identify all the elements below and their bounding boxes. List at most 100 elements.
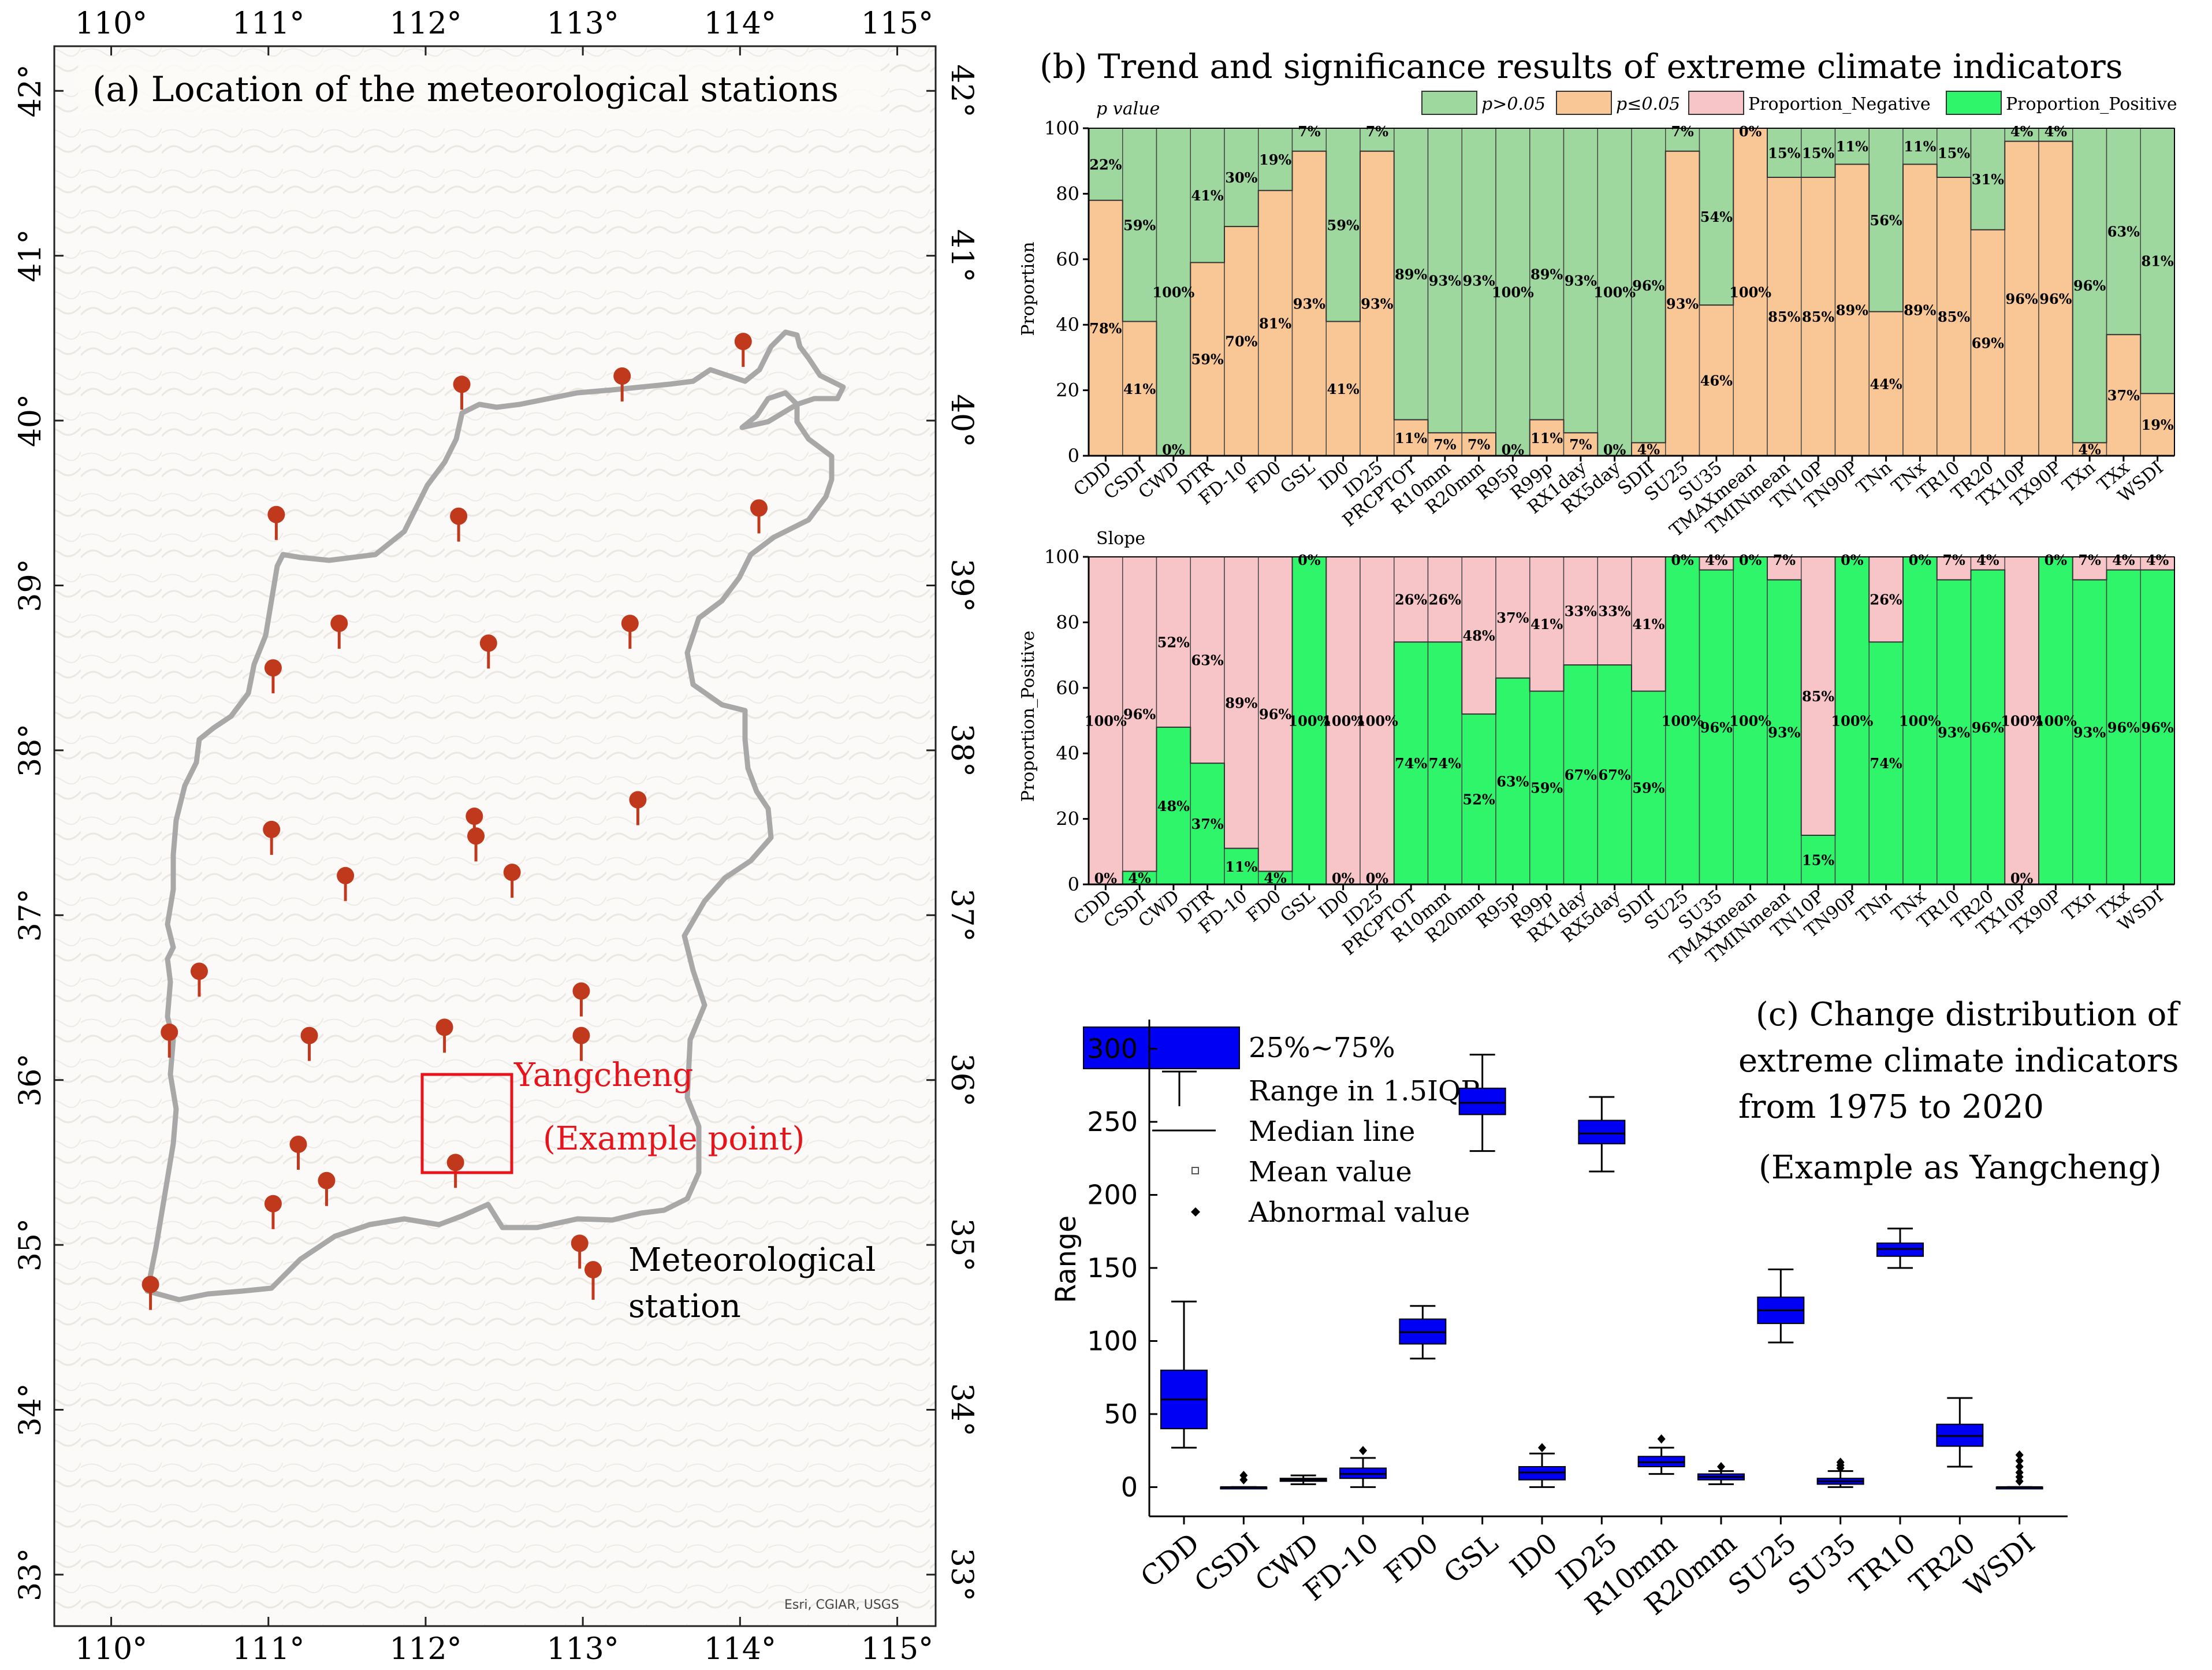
data-label: 100% (1356, 713, 1398, 730)
y-tick-label: 100 (1087, 1325, 1138, 1356)
data-label: 81% (1259, 315, 1291, 332)
station-marker (141, 1275, 159, 1310)
data-label: 96% (1700, 719, 1733, 736)
data-label: 93% (1293, 295, 1325, 312)
box-ID25 (1578, 1096, 1626, 1173)
example-box (420, 1073, 513, 1174)
panel-c-legend: 25%~75% Range in 1.5IQR Median line Mean va… (1083, 1026, 1483, 1229)
outlier-point (1239, 1471, 1248, 1481)
station-pin-head (267, 505, 285, 523)
lat-label-right: 38° (944, 724, 979, 777)
bar-top-segment (1563, 556, 1598, 665)
data-label: 89% (1530, 266, 1563, 282)
lat-label-left: 42° (13, 64, 48, 117)
data-label: 74% (1870, 755, 1902, 772)
legend-station-marker (584, 1261, 602, 1300)
data-label: 93% (1938, 724, 1970, 741)
station-marker (572, 1026, 590, 1061)
panel-b: (b) Trend and significance results of ex… (1018, 47, 2177, 970)
box-TR20 (1936, 1397, 1984, 1468)
station-pin-head (621, 615, 639, 633)
data-label: 93% (1463, 273, 1495, 289)
y-tick-label: 150 (1087, 1252, 1138, 1284)
station-marker (264, 1195, 282, 1229)
station-marker (613, 367, 631, 402)
data-label: 100% (2001, 713, 2043, 730)
lat-label-right: 41° (944, 229, 979, 282)
x-tick-label: TR10 (1844, 1527, 1922, 1600)
map-ticks: 110° 110° 111° 111° 112° 112° 113° 113° 114° 114°… (13, 6, 979, 1667)
map-credit: Esri, CGIAR, USGS (784, 1598, 899, 1612)
data-label: 11% (1530, 430, 1563, 447)
data-label: 48% (1463, 627, 1495, 644)
data-label: 74% (1429, 755, 1461, 772)
bar-bottom-segment (1563, 432, 1598, 456)
data-label: 26% (1870, 592, 1902, 608)
panel-b-legend: p>0.05 p≤0.05 Proportion_Negative Proportio… (1421, 91, 2177, 115)
data-label: 93% (2073, 724, 2106, 741)
y-tick-label: 20 (1056, 380, 1079, 401)
box-GSL (1458, 1054, 1506, 1152)
station-pin-head (572, 1026, 590, 1044)
lat-label-left: 35° (13, 1218, 48, 1271)
bar-top-segment (1088, 556, 1123, 885)
outlier-point (1717, 1462, 1725, 1471)
station-marker (264, 659, 282, 694)
outlier-point (2015, 1456, 2024, 1466)
station-marker (289, 1136, 307, 1170)
station-marker (629, 791, 647, 825)
station-pin-head (572, 982, 590, 1000)
station-marker (734, 333, 752, 367)
legend-label: Proportion_Positive (2006, 94, 2177, 114)
data-label: 37% (1496, 609, 1529, 626)
y-tick-label: 40 (1056, 742, 1079, 764)
data-label: 11% (1225, 858, 1257, 875)
data-label: 63% (1496, 773, 1529, 790)
bar-top-segment (1461, 556, 1496, 715)
bar-bottom-segment (1461, 713, 1496, 885)
data-label: 59% (1530, 780, 1563, 797)
lon-label-top: 111° (232, 6, 304, 41)
station-pin-head (263, 820, 281, 838)
box-CWD (1279, 1474, 1327, 1485)
box-CSDI (1220, 1471, 1268, 1490)
legend-label: 25%~75% (1249, 1032, 1395, 1064)
station-pin-head (467, 827, 485, 845)
bar-bottom-segment (1767, 177, 1802, 456)
data-label: 89% (1904, 302, 1936, 319)
data-label: 63% (1191, 652, 1224, 669)
station-pin-head (503, 864, 521, 882)
lon-label-bottom: 111° (232, 1632, 304, 1667)
data-label: 7% (1773, 552, 1796, 568)
bar-top-segment (1868, 128, 1904, 313)
bar-top-segment (1325, 556, 1361, 885)
legend-label: Mean value (1249, 1156, 1412, 1188)
map-frame (53, 45, 937, 1627)
bar-top-segment (2106, 128, 2141, 335)
slope-stacked-chart: 0%100%4%96%48%52%37%63%11%89%4%96%100%0%… (1044, 546, 2175, 970)
bar-bottom-segment (1937, 579, 1972, 885)
data-label: 54% (1700, 209, 1733, 225)
bar-bottom-segment (1902, 163, 1938, 456)
bar-top-segment (1156, 128, 1191, 456)
data-label: 0% (1841, 552, 1864, 568)
outlier-point (2015, 1468, 2024, 1478)
data-label: 37% (1191, 816, 1224, 832)
box-R10mm (1637, 1434, 1685, 1475)
lon-label-bottom: 112° (389, 1632, 461, 1667)
lat-label-right: 39° (944, 559, 979, 612)
data-label: 4% (2112, 552, 2135, 568)
data-label: 7% (1569, 436, 1592, 453)
top-chart-ylabel: Proportion (1018, 241, 1038, 336)
station-pin-head (629, 791, 647, 809)
data-label: 0% (1909, 552, 1932, 568)
data-label: 100% (1593, 284, 1636, 301)
box-SU25 (1757, 1269, 1805, 1344)
bar-top-segment (1937, 128, 1972, 178)
data-label: 15% (1768, 145, 1800, 162)
station-marker (479, 634, 497, 669)
station-pin-head (141, 1275, 159, 1293)
bar-bottom-segment (1563, 664, 1598, 885)
station-marker (435, 1018, 453, 1053)
